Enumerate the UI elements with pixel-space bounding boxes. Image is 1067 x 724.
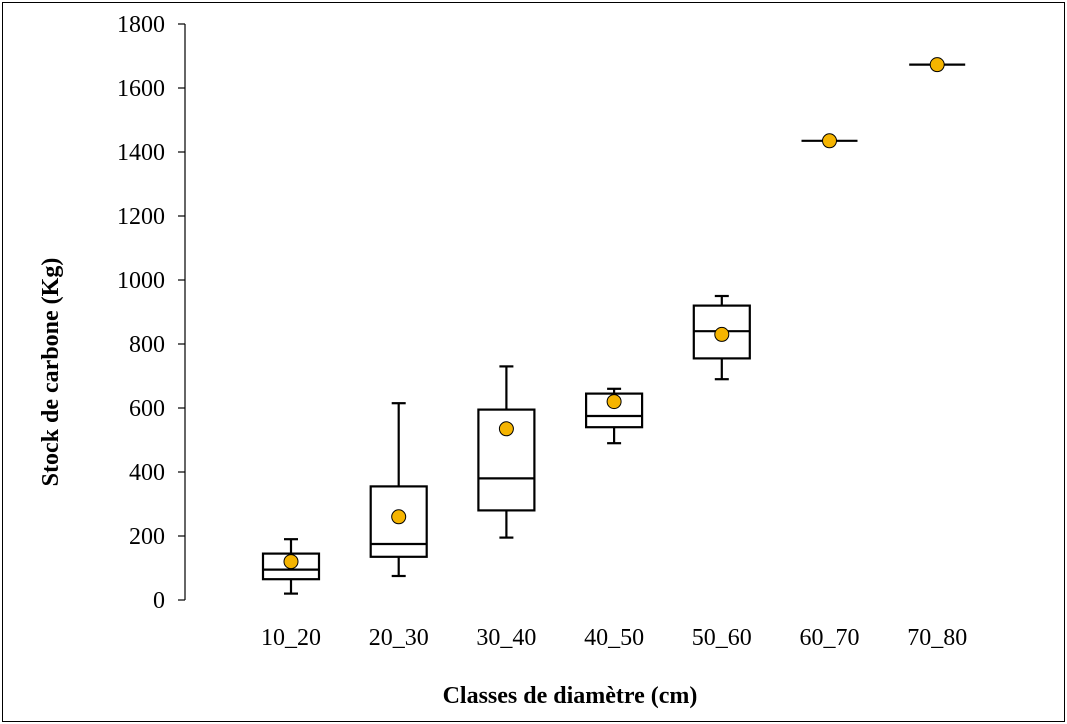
box-20_30: [369, 402, 428, 578]
y-tick-label: 1200: [117, 204, 165, 230]
mean-marker: [929, 57, 945, 73]
y-axis-title: Stock de carbone (Kg): [38, 258, 64, 487]
x-tick-label: 50_60: [692, 625, 752, 651]
y-tick-label: 0: [153, 588, 165, 614]
x-tick-label: 60_70: [800, 625, 860, 651]
x-tick-label: 70_80: [907, 625, 967, 651]
box-60_70: [801, 133, 858, 149]
mean-marker: [283, 554, 299, 570]
mean-marker: [714, 326, 730, 342]
x-tick-label: 20_30: [369, 625, 429, 651]
y-tick-label: 1800: [117, 12, 165, 38]
x-tick-label: 40_50: [584, 625, 644, 651]
y-tick-label: 1000: [117, 268, 165, 294]
mean-marker: [391, 509, 407, 525]
box-30_40: [477, 365, 536, 539]
x-tick-label: 30_40: [476, 625, 536, 651]
x-axis-title: Classes de diamètre (cm): [443, 683, 698, 709]
box-70_80: [909, 57, 966, 73]
mean-marker: [606, 394, 622, 410]
mean-marker: [498, 421, 514, 437]
y-tick-label: 1600: [117, 76, 165, 102]
y-tick-label: 600: [129, 396, 165, 422]
box-10_20: [261, 538, 321, 595]
mean-marker: [822, 133, 837, 149]
y-tick-label: 800: [129, 332, 165, 358]
y-tick-label: 400: [129, 460, 165, 486]
box-40_50: [584, 387, 644, 445]
y-tick-label: 1400: [117, 140, 165, 166]
y-tick-label: 200: [129, 524, 165, 550]
x-axis: 10_20 20_30 30_40 40_50 50_60 60_70 70_80: [261, 625, 967, 651]
box-50_60: [692, 294, 751, 381]
x-tick-label: 10_20: [261, 625, 321, 651]
y-axis: 0 200 400 600 800 1000 1200 1400 1600 1800: [117, 12, 186, 614]
plot-area: [261, 57, 966, 595]
